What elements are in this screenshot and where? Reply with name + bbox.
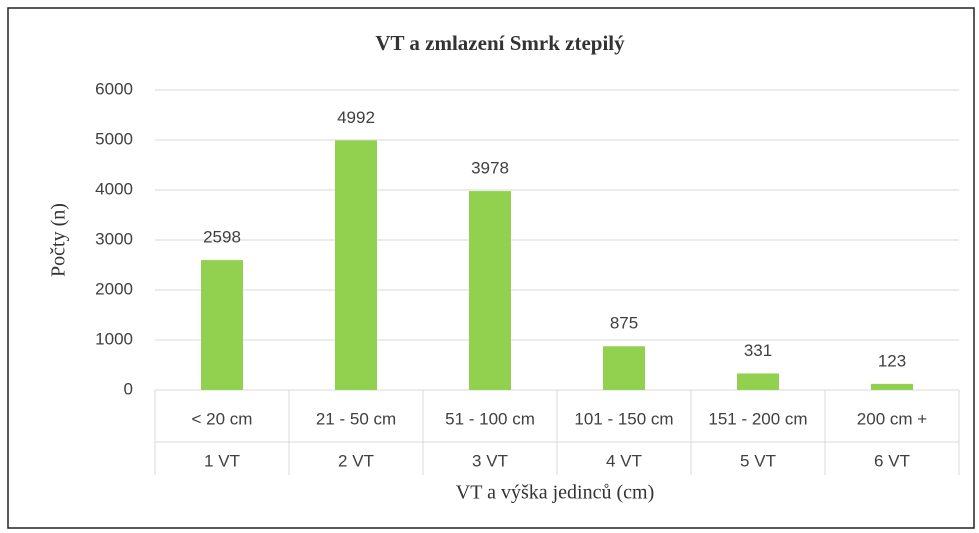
x-tick-label: 21 - 50 cm	[316, 409, 396, 428]
y-tick-label: 6000	[95, 79, 133, 98]
x-group-label: 6 VT	[874, 451, 910, 470]
x-group-label: 5 VT	[740, 451, 776, 470]
x-axis-title: VT a výška jedinců (cm)	[456, 482, 654, 504]
x-group-label: 3 VT	[472, 451, 508, 470]
x-group-label: 2 VT	[338, 451, 374, 470]
x-group-label: 1 VT	[204, 451, 240, 470]
x-tick-label: 51 - 100 cm	[445, 409, 535, 428]
bar	[335, 140, 377, 390]
y-tick-label: 3000	[95, 229, 133, 248]
x-tick-label: 200 cm +	[857, 409, 927, 428]
data-label: 3978	[471, 159, 509, 178]
data-label: 123	[878, 351, 906, 370]
y-tick-label: 2000	[95, 279, 133, 298]
y-axis-title: Počty (n)	[48, 203, 70, 277]
y-tick-label: 5000	[95, 129, 133, 148]
bar	[603, 346, 645, 390]
bar	[737, 373, 779, 390]
x-tick-label: < 20 cm	[192, 409, 253, 428]
x-tick-label: 151 - 200 cm	[708, 409, 807, 428]
bar	[871, 383, 913, 390]
chart-title: VT a zmlazení Smrk ztepilý	[375, 31, 625, 55]
y-tick-label: 1000	[95, 329, 133, 348]
bar	[201, 260, 243, 390]
data-label: 4992	[337, 108, 375, 127]
bar	[469, 191, 511, 390]
y-tick-label: 4000	[95, 179, 133, 198]
x-tick-label: 101 - 150 cm	[574, 409, 673, 428]
data-label: 875	[610, 314, 638, 333]
data-label: 331	[744, 341, 772, 360]
data-label: 2598	[203, 228, 241, 247]
x-group-label: 4 VT	[606, 451, 642, 470]
y-tick-label: 0	[124, 379, 133, 398]
